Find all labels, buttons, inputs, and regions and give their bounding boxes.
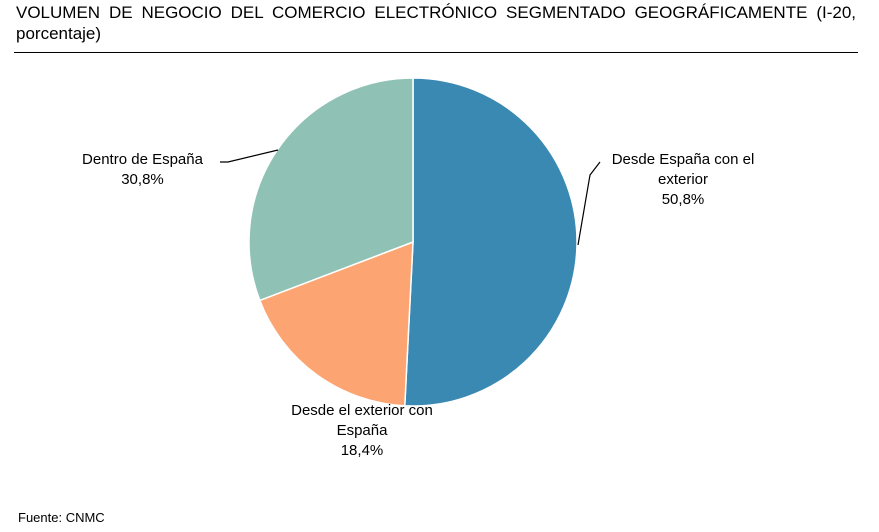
value-label: 18,4% bbox=[340, 442, 384, 459]
leader-line bbox=[577, 161, 601, 246]
category-label: Desde el exterior con España bbox=[291, 402, 433, 439]
slice-label: Desde el exterior con España 18,4% bbox=[272, 401, 452, 461]
slice-label: Dentro de España 30,8% bbox=[55, 150, 230, 190]
value-label: 50,8% bbox=[661, 191, 705, 208]
title-rule bbox=[14, 52, 858, 53]
pie-slice bbox=[403, 77, 578, 407]
category-label: Desde España con el exterior bbox=[611, 151, 755, 188]
pie-slice bbox=[248, 77, 414, 302]
source: Fuente: CNMC bbox=[18, 510, 105, 525]
slice-label: Desde España con el exterior 50,8% bbox=[593, 150, 773, 210]
value-label: 30,8% bbox=[121, 171, 164, 188]
pie-slice bbox=[258, 240, 414, 407]
chart-title: VOLUMEN DE NEGOCIO DEL COMERCIO ELECTRÓN… bbox=[16, 3, 856, 43]
category-label: Dentro de España bbox=[82, 151, 203, 168]
leader-line bbox=[220, 149, 279, 163]
